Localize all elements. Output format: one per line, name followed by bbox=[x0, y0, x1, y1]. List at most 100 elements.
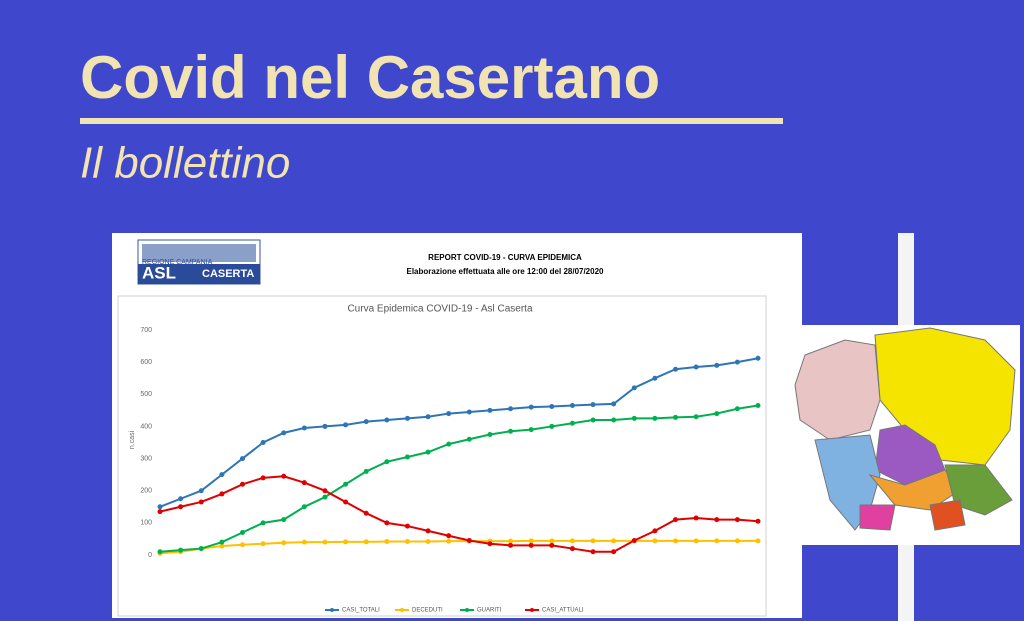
point bbox=[239, 542, 245, 548]
point bbox=[446, 411, 452, 417]
point bbox=[734, 517, 740, 523]
point bbox=[466, 409, 472, 415]
point bbox=[178, 496, 184, 502]
point bbox=[549, 538, 555, 544]
point bbox=[425, 539, 431, 544]
point bbox=[219, 539, 225, 545]
point bbox=[301, 425, 307, 431]
point bbox=[673, 538, 679, 544]
point bbox=[260, 541, 266, 547]
point bbox=[487, 407, 493, 413]
series-line bbox=[159, 357, 759, 508]
map-region bbox=[859, 504, 896, 531]
chart-title: Curva Epidemica COVID-19 - Asl Caserta bbox=[347, 304, 533, 315]
series-line bbox=[159, 475, 759, 553]
point bbox=[673, 517, 679, 523]
logo-asl: ASL bbox=[142, 263, 176, 282]
legend-marker bbox=[400, 608, 404, 612]
legend-marker bbox=[465, 608, 469, 612]
point bbox=[590, 538, 596, 544]
legend-label: DECEDUTI bbox=[412, 608, 443, 614]
logo-band bbox=[138, 264, 260, 284]
point bbox=[404, 454, 410, 460]
y-tick-label: 300 bbox=[140, 455, 152, 462]
point bbox=[425, 414, 431, 420]
series-line bbox=[159, 404, 759, 553]
point bbox=[569, 546, 575, 552]
point bbox=[590, 549, 596, 555]
point bbox=[569, 538, 575, 544]
point bbox=[673, 366, 679, 372]
point bbox=[611, 417, 617, 423]
point bbox=[652, 375, 658, 381]
point bbox=[343, 422, 349, 428]
point bbox=[281, 430, 287, 436]
point bbox=[281, 517, 287, 523]
point bbox=[322, 423, 328, 429]
point bbox=[755, 355, 761, 361]
y-tick-label: 0 bbox=[148, 552, 152, 559]
point bbox=[219, 491, 225, 497]
chart-frame bbox=[117, 295, 767, 617]
point bbox=[755, 403, 761, 409]
point bbox=[363, 468, 369, 474]
point bbox=[755, 518, 761, 524]
point bbox=[508, 428, 514, 434]
point bbox=[343, 539, 349, 545]
point bbox=[487, 541, 493, 547]
point bbox=[404, 539, 410, 544]
y-tick-label: 600 bbox=[140, 359, 152, 366]
point bbox=[281, 540, 287, 546]
map-region bbox=[944, 464, 1013, 516]
map-region bbox=[794, 339, 881, 441]
point bbox=[673, 414, 679, 420]
point bbox=[528, 542, 534, 548]
point bbox=[198, 499, 204, 505]
legend-label: CASI_ATTUALI bbox=[542, 608, 584, 614]
point bbox=[260, 475, 266, 481]
point bbox=[239, 481, 245, 487]
y-tick-label: 100 bbox=[140, 520, 152, 527]
point bbox=[611, 549, 617, 555]
point bbox=[322, 488, 328, 494]
legend-label: CASI_TOTALI bbox=[342, 608, 380, 614]
slide-title: Covid nel Casertano bbox=[80, 44, 660, 111]
map bbox=[790, 325, 1020, 545]
point bbox=[322, 494, 328, 500]
point bbox=[239, 456, 245, 462]
report-heading: REPORT COVID-19 - CURVA EPIDEMICA bbox=[428, 253, 582, 262]
point bbox=[631, 538, 637, 544]
point bbox=[714, 538, 720, 544]
y-tick-label: 400 bbox=[140, 423, 152, 430]
point bbox=[528, 404, 534, 410]
point bbox=[384, 520, 390, 526]
point bbox=[652, 538, 658, 544]
point bbox=[157, 509, 163, 515]
point bbox=[363, 539, 369, 545]
point bbox=[446, 533, 452, 539]
point bbox=[343, 499, 349, 505]
point bbox=[549, 404, 555, 409]
slide-subtitle: Il bollettino bbox=[80, 139, 290, 188]
y-axis-label: n.casi bbox=[129, 430, 136, 449]
title-underline bbox=[80, 118, 783, 124]
point bbox=[755, 538, 761, 544]
point bbox=[590, 402, 596, 408]
report-subheading: Elaborazione effettuata alle ore 12:00 d… bbox=[407, 267, 605, 276]
point bbox=[569, 420, 575, 426]
point bbox=[239, 530, 245, 535]
point bbox=[198, 488, 204, 494]
logo-building bbox=[142, 244, 256, 262]
point bbox=[178, 547, 184, 553]
point bbox=[404, 523, 410, 529]
point bbox=[219, 472, 225, 478]
point bbox=[404, 415, 410, 421]
point bbox=[363, 510, 369, 516]
point bbox=[446, 441, 452, 447]
y-tick-label: 700 bbox=[140, 327, 152, 334]
point bbox=[384, 459, 390, 465]
y-tick-label: 500 bbox=[140, 391, 152, 398]
point bbox=[693, 538, 699, 544]
point bbox=[301, 504, 307, 510]
